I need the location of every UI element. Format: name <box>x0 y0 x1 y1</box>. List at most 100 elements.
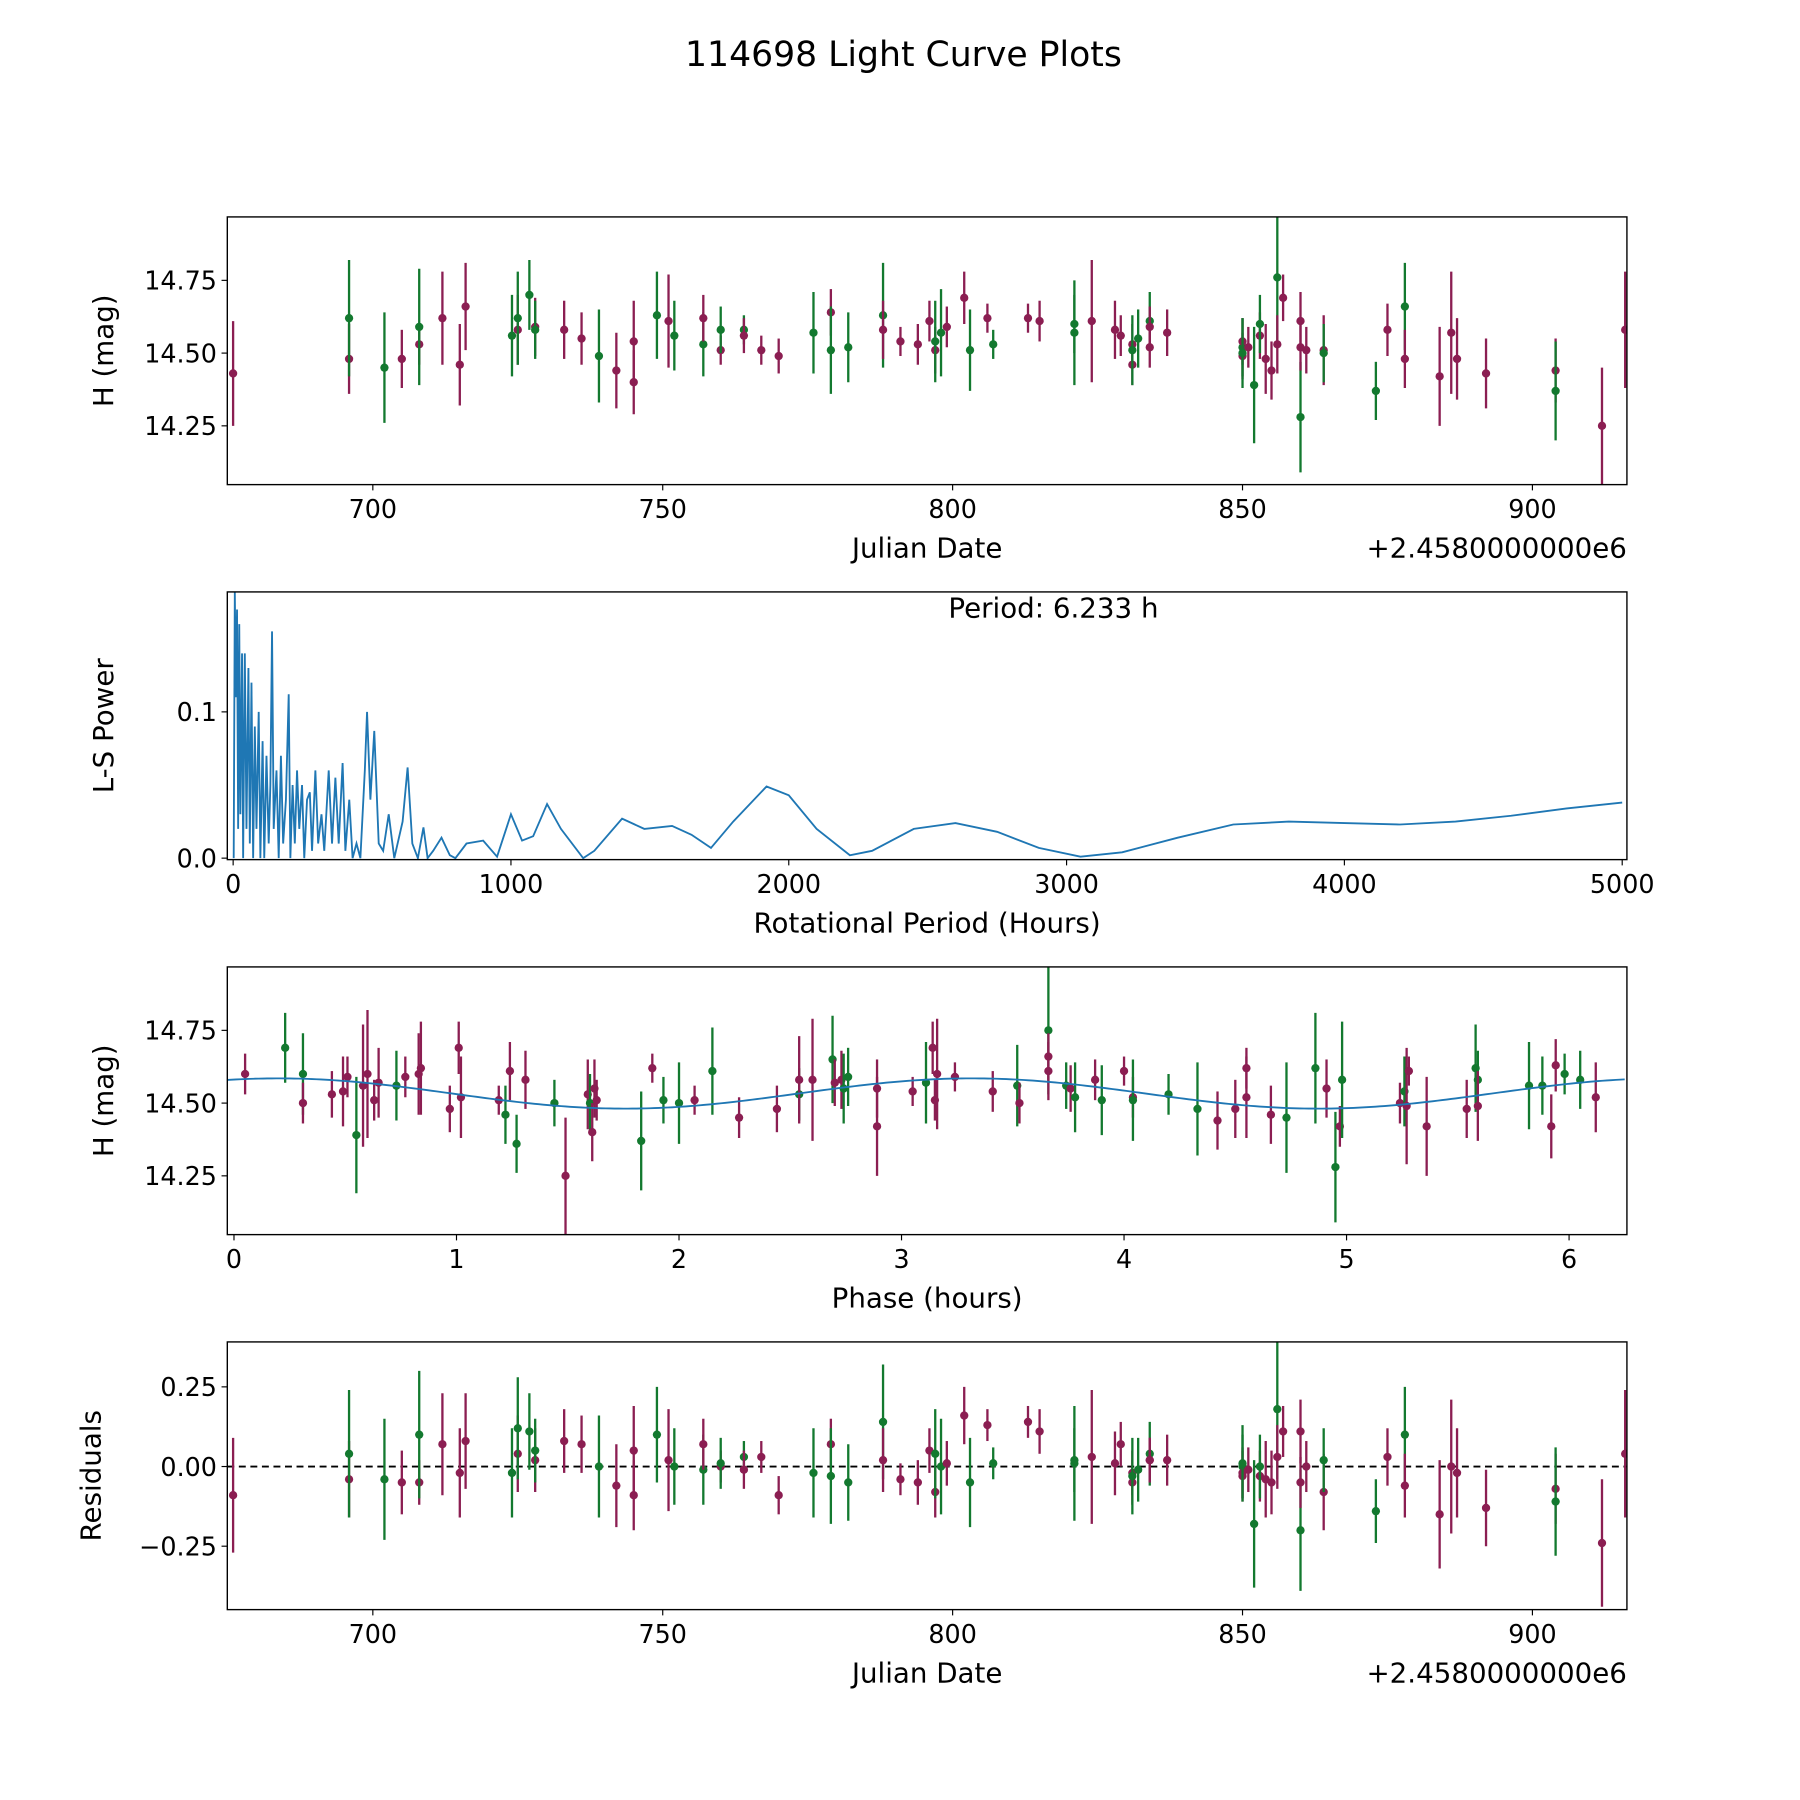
data-point-filter-a <box>1322 1084 1331 1093</box>
data-point-filter-a <box>338 1087 348 1096</box>
data-point-filter-a <box>872 1122 882 1131</box>
data-point-filter-a <box>454 1043 463 1052</box>
data-point-filter-b <box>1551 386 1560 396</box>
data-point-filter-a <box>739 1465 749 1474</box>
data-point-filter-a <box>1090 1075 1100 1084</box>
data-point-filter-b <box>809 328 818 337</box>
x-tick-label: 800 <box>928 494 976 524</box>
x-tick-label: 850 <box>1218 494 1266 524</box>
data-point-filter-b <box>1238 348 1247 358</box>
figure-title: 114698 Light Curve Plots <box>685 35 1122 75</box>
x-tick-label: 2 <box>671 1244 687 1274</box>
data-point-filter-b <box>1273 1405 1282 1414</box>
data-point-filter-b <box>1319 348 1328 358</box>
data-point-filter-a <box>561 1171 570 1180</box>
data-point-filter-a <box>1035 316 1044 326</box>
data-point-filter-a <box>1231 1104 1240 1114</box>
axes-frame <box>226 591 1628 861</box>
data-point-filter-b <box>1128 346 1137 355</box>
data-point-filter-a <box>505 1066 515 1076</box>
data-point-filter-b <box>878 1417 888 1427</box>
data-point-filter-b <box>670 331 679 340</box>
data-point-filter-b <box>415 322 424 332</box>
data-point-filter-a <box>416 1064 426 1073</box>
y-tick-label: 14.50 <box>144 1088 217 1118</box>
data-point-filter-a <box>1278 1427 1288 1436</box>
data-point-filter-a <box>588 1128 597 1137</box>
data-point-filter-a <box>401 1072 410 1082</box>
data-point-filter-a <box>298 1098 308 1108</box>
data-point-filter-a <box>1087 1452 1096 1462</box>
data-point-filter-b <box>1551 1497 1560 1506</box>
data-point-filter-a <box>461 302 470 311</box>
data-point-filter-a <box>1621 325 1627 334</box>
y-tick-label: 0.0 <box>177 843 217 873</box>
data-point-filter-b <box>1331 1162 1340 1172</box>
data-point-filter-b <box>1282 1113 1291 1122</box>
x-axis-label: Julian Date <box>850 531 1003 564</box>
x-tick-label: 900 <box>1508 1619 1556 1649</box>
x-tick-label: 700 <box>349 494 397 524</box>
data-point-filter-b <box>844 343 853 352</box>
data-point-filter-a <box>774 351 783 361</box>
data-point-filter-a <box>734 1113 744 1122</box>
data-point-filter-b <box>936 328 946 337</box>
x-tick-label: 700 <box>349 1619 397 1649</box>
data-point-filter-a <box>878 325 888 334</box>
data-point-filter-a <box>774 1491 783 1500</box>
data-point-filter-a <box>983 314 992 323</box>
data-point-filter-a <box>896 337 905 346</box>
data-point-filter-a <box>1273 1452 1282 1462</box>
data-point-filter-a <box>397 1478 406 1487</box>
data-point-filter-a <box>908 1087 917 1096</box>
data-point-filter-b <box>1371 1506 1381 1516</box>
data-point-filter-a <box>983 1420 992 1430</box>
periodogram-panel: 0 1000 2000 3000 4000 5000 0.0 0.1 Rotational Pe… <box>87 591 1654 939</box>
data-point-filter-a <box>343 1072 352 1082</box>
data-point-filter-a <box>928 1043 937 1052</box>
data-point-filter-a <box>1110 325 1120 334</box>
data-point-filter-a <box>228 1491 238 1500</box>
data-point-filter-a <box>1462 1104 1471 1114</box>
data-point-filter-b <box>507 331 517 340</box>
data-point-filter-a <box>1296 1478 1305 1487</box>
data-point-filter-a <box>560 325 569 334</box>
data-point-filter-b <box>965 346 975 355</box>
data-point-filter-b <box>637 1136 646 1146</box>
data-point-filter-b <box>1134 1465 1143 1474</box>
x-tick-label: 4000 <box>1312 869 1377 899</box>
data-point-filter-a <box>374 1078 383 1087</box>
data-point-filter-a <box>913 340 922 349</box>
y-tick-label: 14.75 <box>144 266 217 296</box>
data-point-filter-b <box>1070 1093 1080 1102</box>
data-point-filter-b <box>931 1449 940 1458</box>
x-tick-label: 750 <box>639 494 687 524</box>
data-point-filter-a <box>1452 1468 1462 1478</box>
data-point-filter-a <box>1621 1449 1627 1458</box>
data-point-filter-b <box>344 314 354 323</box>
data-point-filter-b <box>344 1449 354 1458</box>
data-point-filter-b <box>380 1475 389 1484</box>
data-point-filter-b <box>965 1478 975 1487</box>
data-point-filter-a <box>1110 1459 1120 1468</box>
data-point-filter-a <box>1035 1427 1044 1436</box>
data-point-filter-a <box>1435 1510 1444 1519</box>
data-point-filter-b <box>1070 319 1079 329</box>
data-point-filter-a <box>1278 293 1288 302</box>
data-point-filter-a <box>455 360 464 369</box>
data-point-filter-a <box>1383 325 1392 334</box>
data-point-filter-b <box>1070 1456 1079 1465</box>
data-point-filter-a <box>1591 1093 1600 1102</box>
data-point-filter-a <box>1242 1064 1251 1073</box>
data-point-filter-b <box>1128 1471 1137 1481</box>
data-point-filter-b <box>989 340 998 349</box>
data-point-filter-a <box>1266 1110 1276 1119</box>
plot-area <box>232 591 1623 860</box>
data-point-filter-a <box>795 1075 804 1084</box>
data-point-filter-a <box>1116 331 1125 340</box>
data-point-filter-b <box>1255 1462 1265 1471</box>
x-tick-label: 3000 <box>1034 869 1099 899</box>
data-point-filter-a <box>438 314 447 323</box>
data-point-filter-a <box>1044 1066 1053 1076</box>
